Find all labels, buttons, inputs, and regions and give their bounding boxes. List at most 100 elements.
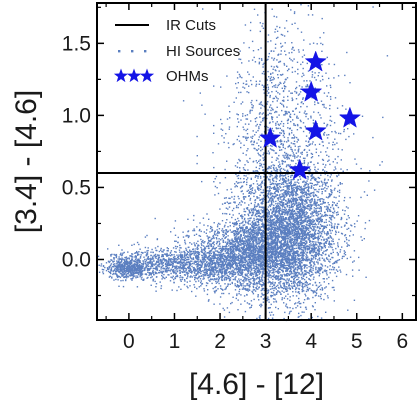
- hi-source-point: [328, 242, 330, 244]
- hi-source-point: [282, 212, 284, 214]
- hi-source-point: [290, 276, 293, 279]
- hi-source-point: [363, 238, 365, 240]
- hi-source-point: [297, 247, 300, 250]
- hi-source-point: [286, 169, 289, 171]
- hi-source-point: [289, 299, 291, 302]
- hi-source-point: [293, 273, 295, 275]
- hi-source-point: [209, 252, 211, 255]
- hi-source-point: [213, 290, 216, 292]
- hi-source-point: [307, 288, 310, 290]
- hi-source-point: [256, 269, 258, 272]
- hi-source-point: [267, 239, 270, 241]
- hi-source-point: [299, 302, 301, 305]
- hi-source-point: [326, 232, 328, 234]
- hi-source-point: [267, 206, 270, 208]
- hi-source-point: [306, 267, 308, 269]
- hi-source-point: [279, 247, 282, 249]
- hi-source-point: [317, 217, 319, 220]
- hi-source-point: [284, 206, 286, 208]
- hi-source-point: [262, 241, 265, 243]
- hi-source-point: [261, 294, 263, 296]
- hi-source-point: [331, 215, 333, 217]
- hi-source-point: [273, 287, 275, 290]
- hi-source-point: [249, 266, 252, 268]
- hi-source-point: [256, 221, 258, 223]
- hi-source-point: [269, 189, 271, 192]
- hi-source-point: [283, 237, 285, 239]
- hi-source-point: [321, 192, 323, 195]
- hi-source-point: [286, 290, 289, 292]
- hi-source-point: [247, 238, 249, 240]
- hi-source-point: [239, 261, 242, 264]
- hi-source-point: [310, 270, 312, 272]
- hi-source-point: [302, 209, 304, 211]
- hi-source-point: [282, 193, 284, 195]
- hi-source-point: [251, 235, 254, 237]
- hi-source-point: [316, 288, 318, 290]
- hi-source-point: [314, 246, 316, 249]
- hi-source-point: [283, 233, 285, 235]
- hi-source-point: [315, 179, 317, 181]
- hi-source-point: [379, 164, 381, 166]
- hi-source-point: [283, 197, 285, 199]
- hi-source-point: [299, 306, 302, 308]
- hi-source-point: [293, 258, 295, 260]
- hi-source-point: [267, 289, 270, 291]
- hi-source-point: [293, 228, 295, 230]
- hi-source-point: [317, 238, 319, 240]
- hi-source-point: [292, 291, 294, 293]
- hi-source-point: [301, 235, 304, 237]
- hi-source-point: [276, 275, 278, 277]
- hi-source-point: [253, 289, 256, 291]
- hi-source-point: [247, 221, 249, 224]
- hi-source-point: [330, 217, 332, 219]
- hi-source-point: [245, 221, 247, 224]
- hi-source-point: [274, 262, 277, 264]
- hi-source-point: [277, 239, 279, 241]
- hi-source-point: [286, 250, 288, 252]
- hi-source-point: [323, 258, 325, 260]
- hi-source-point: [311, 234, 313, 237]
- hi-source-point: [282, 209, 285, 211]
- hi-source-point: [293, 229, 295, 232]
- hi-source-point: [317, 218, 320, 221]
- hi-source-point: [204, 249, 206, 251]
- hi-source-point: [333, 217, 336, 219]
- hi-source-point: [242, 220, 244, 223]
- hi-source-point: [266, 208, 268, 210]
- hi-source-point: [236, 221, 238, 223]
- hi-source-point: [328, 260, 330, 262]
- hi-source-point: [282, 282, 284, 285]
- hi-source-point: [225, 246, 227, 248]
- hi-source-point: [291, 210, 293, 213]
- hi-source-point: [234, 183, 236, 185]
- hi-source-point: [308, 258, 310, 260]
- hi-source-point: [267, 196, 270, 199]
- hi-source-point: [263, 232, 266, 234]
- hi-source-point: [307, 164, 309, 166]
- hi-source-point: [282, 189, 285, 191]
- hi-source-point: [294, 275, 296, 277]
- hi-source-point: [246, 274, 248, 277]
- hi-source-point: [328, 195, 330, 198]
- hi-source-point: [289, 259, 292, 261]
- hi-source-point: [332, 251, 334, 253]
- hi-source-point: [326, 274, 328, 276]
- hi-source-point: [197, 247, 199, 250]
- hi-source-point: [304, 240, 307, 242]
- hi-source-point: [323, 244, 325, 246]
- hi-source-point: [243, 230, 245, 233]
- hi-source-point: [284, 249, 286, 252]
- hi-source-point: [300, 195, 302, 197]
- hi-source-point: [211, 260, 213, 262]
- hi-source-point: [302, 258, 304, 261]
- hi-source-point: [306, 254, 308, 257]
- hi-source-point: [300, 235, 302, 238]
- hi-source-point: [279, 278, 281, 280]
- hi-source-point: [268, 298, 270, 301]
- hi-source-point: [287, 281, 289, 284]
- hi-source-point: [252, 214, 254, 216]
- hi-source-point: [315, 289, 318, 291]
- hi-source-point: [257, 230, 259, 232]
- hi-source-point: [254, 232, 256, 234]
